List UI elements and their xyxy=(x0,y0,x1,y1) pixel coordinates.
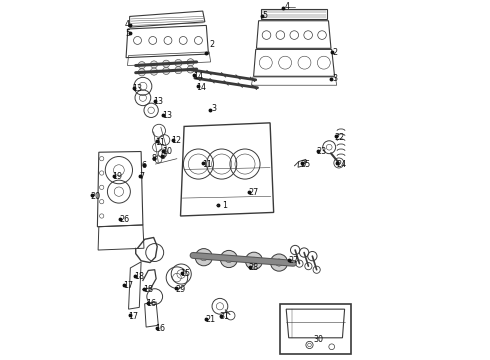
Circle shape xyxy=(175,59,182,67)
Text: 22: 22 xyxy=(335,133,345,142)
Circle shape xyxy=(220,251,238,267)
Text: 15: 15 xyxy=(180,269,191,278)
Circle shape xyxy=(175,67,182,74)
Text: 5: 5 xyxy=(125,29,130,38)
Text: 6: 6 xyxy=(141,161,146,170)
Text: 18: 18 xyxy=(134,273,144,282)
Text: 3: 3 xyxy=(333,73,338,82)
Text: 17: 17 xyxy=(128,312,139,321)
Text: 24: 24 xyxy=(336,159,346,168)
Text: 12: 12 xyxy=(172,136,182,145)
Circle shape xyxy=(138,62,146,69)
Text: 5: 5 xyxy=(262,11,268,20)
Text: 14: 14 xyxy=(193,72,203,81)
Text: 18: 18 xyxy=(143,285,153,294)
Text: 29: 29 xyxy=(175,285,185,294)
Text: 11: 11 xyxy=(155,138,166,147)
Text: 21: 21 xyxy=(206,315,216,324)
Text: 28: 28 xyxy=(248,264,259,273)
Text: 27: 27 xyxy=(248,188,259,197)
Text: 19: 19 xyxy=(112,172,122,181)
Circle shape xyxy=(187,66,194,73)
Text: 25: 25 xyxy=(300,159,311,168)
Text: 10: 10 xyxy=(163,147,172,156)
Text: 7: 7 xyxy=(139,172,145,181)
Text: 23: 23 xyxy=(317,147,327,156)
Circle shape xyxy=(195,249,212,266)
Text: 9: 9 xyxy=(161,152,166,161)
Text: 13: 13 xyxy=(132,84,142,93)
Text: 17: 17 xyxy=(123,282,133,291)
Text: 13: 13 xyxy=(154,97,164,106)
Text: 11: 11 xyxy=(202,159,212,168)
Circle shape xyxy=(163,60,170,67)
Circle shape xyxy=(270,254,288,271)
Text: 1: 1 xyxy=(221,201,227,210)
Text: 2: 2 xyxy=(333,49,338,58)
Circle shape xyxy=(150,68,158,75)
Text: 4: 4 xyxy=(125,20,130,29)
Text: 27: 27 xyxy=(288,256,298,265)
Circle shape xyxy=(138,69,146,76)
Text: 2: 2 xyxy=(209,40,214,49)
Text: 14: 14 xyxy=(196,82,207,91)
Text: 31: 31 xyxy=(220,312,230,321)
Circle shape xyxy=(245,252,263,269)
Text: 3: 3 xyxy=(211,104,216,113)
Text: 30: 30 xyxy=(313,335,323,344)
Text: 13: 13 xyxy=(163,111,172,120)
Text: 26: 26 xyxy=(119,215,129,224)
Text: 16: 16 xyxy=(147,299,156,308)
Text: 16: 16 xyxy=(155,324,166,333)
Circle shape xyxy=(150,61,158,68)
Circle shape xyxy=(187,59,194,66)
Text: 20: 20 xyxy=(90,192,100,201)
Text: 8: 8 xyxy=(152,154,157,163)
Text: 4: 4 xyxy=(284,2,290,11)
Circle shape xyxy=(163,67,170,75)
